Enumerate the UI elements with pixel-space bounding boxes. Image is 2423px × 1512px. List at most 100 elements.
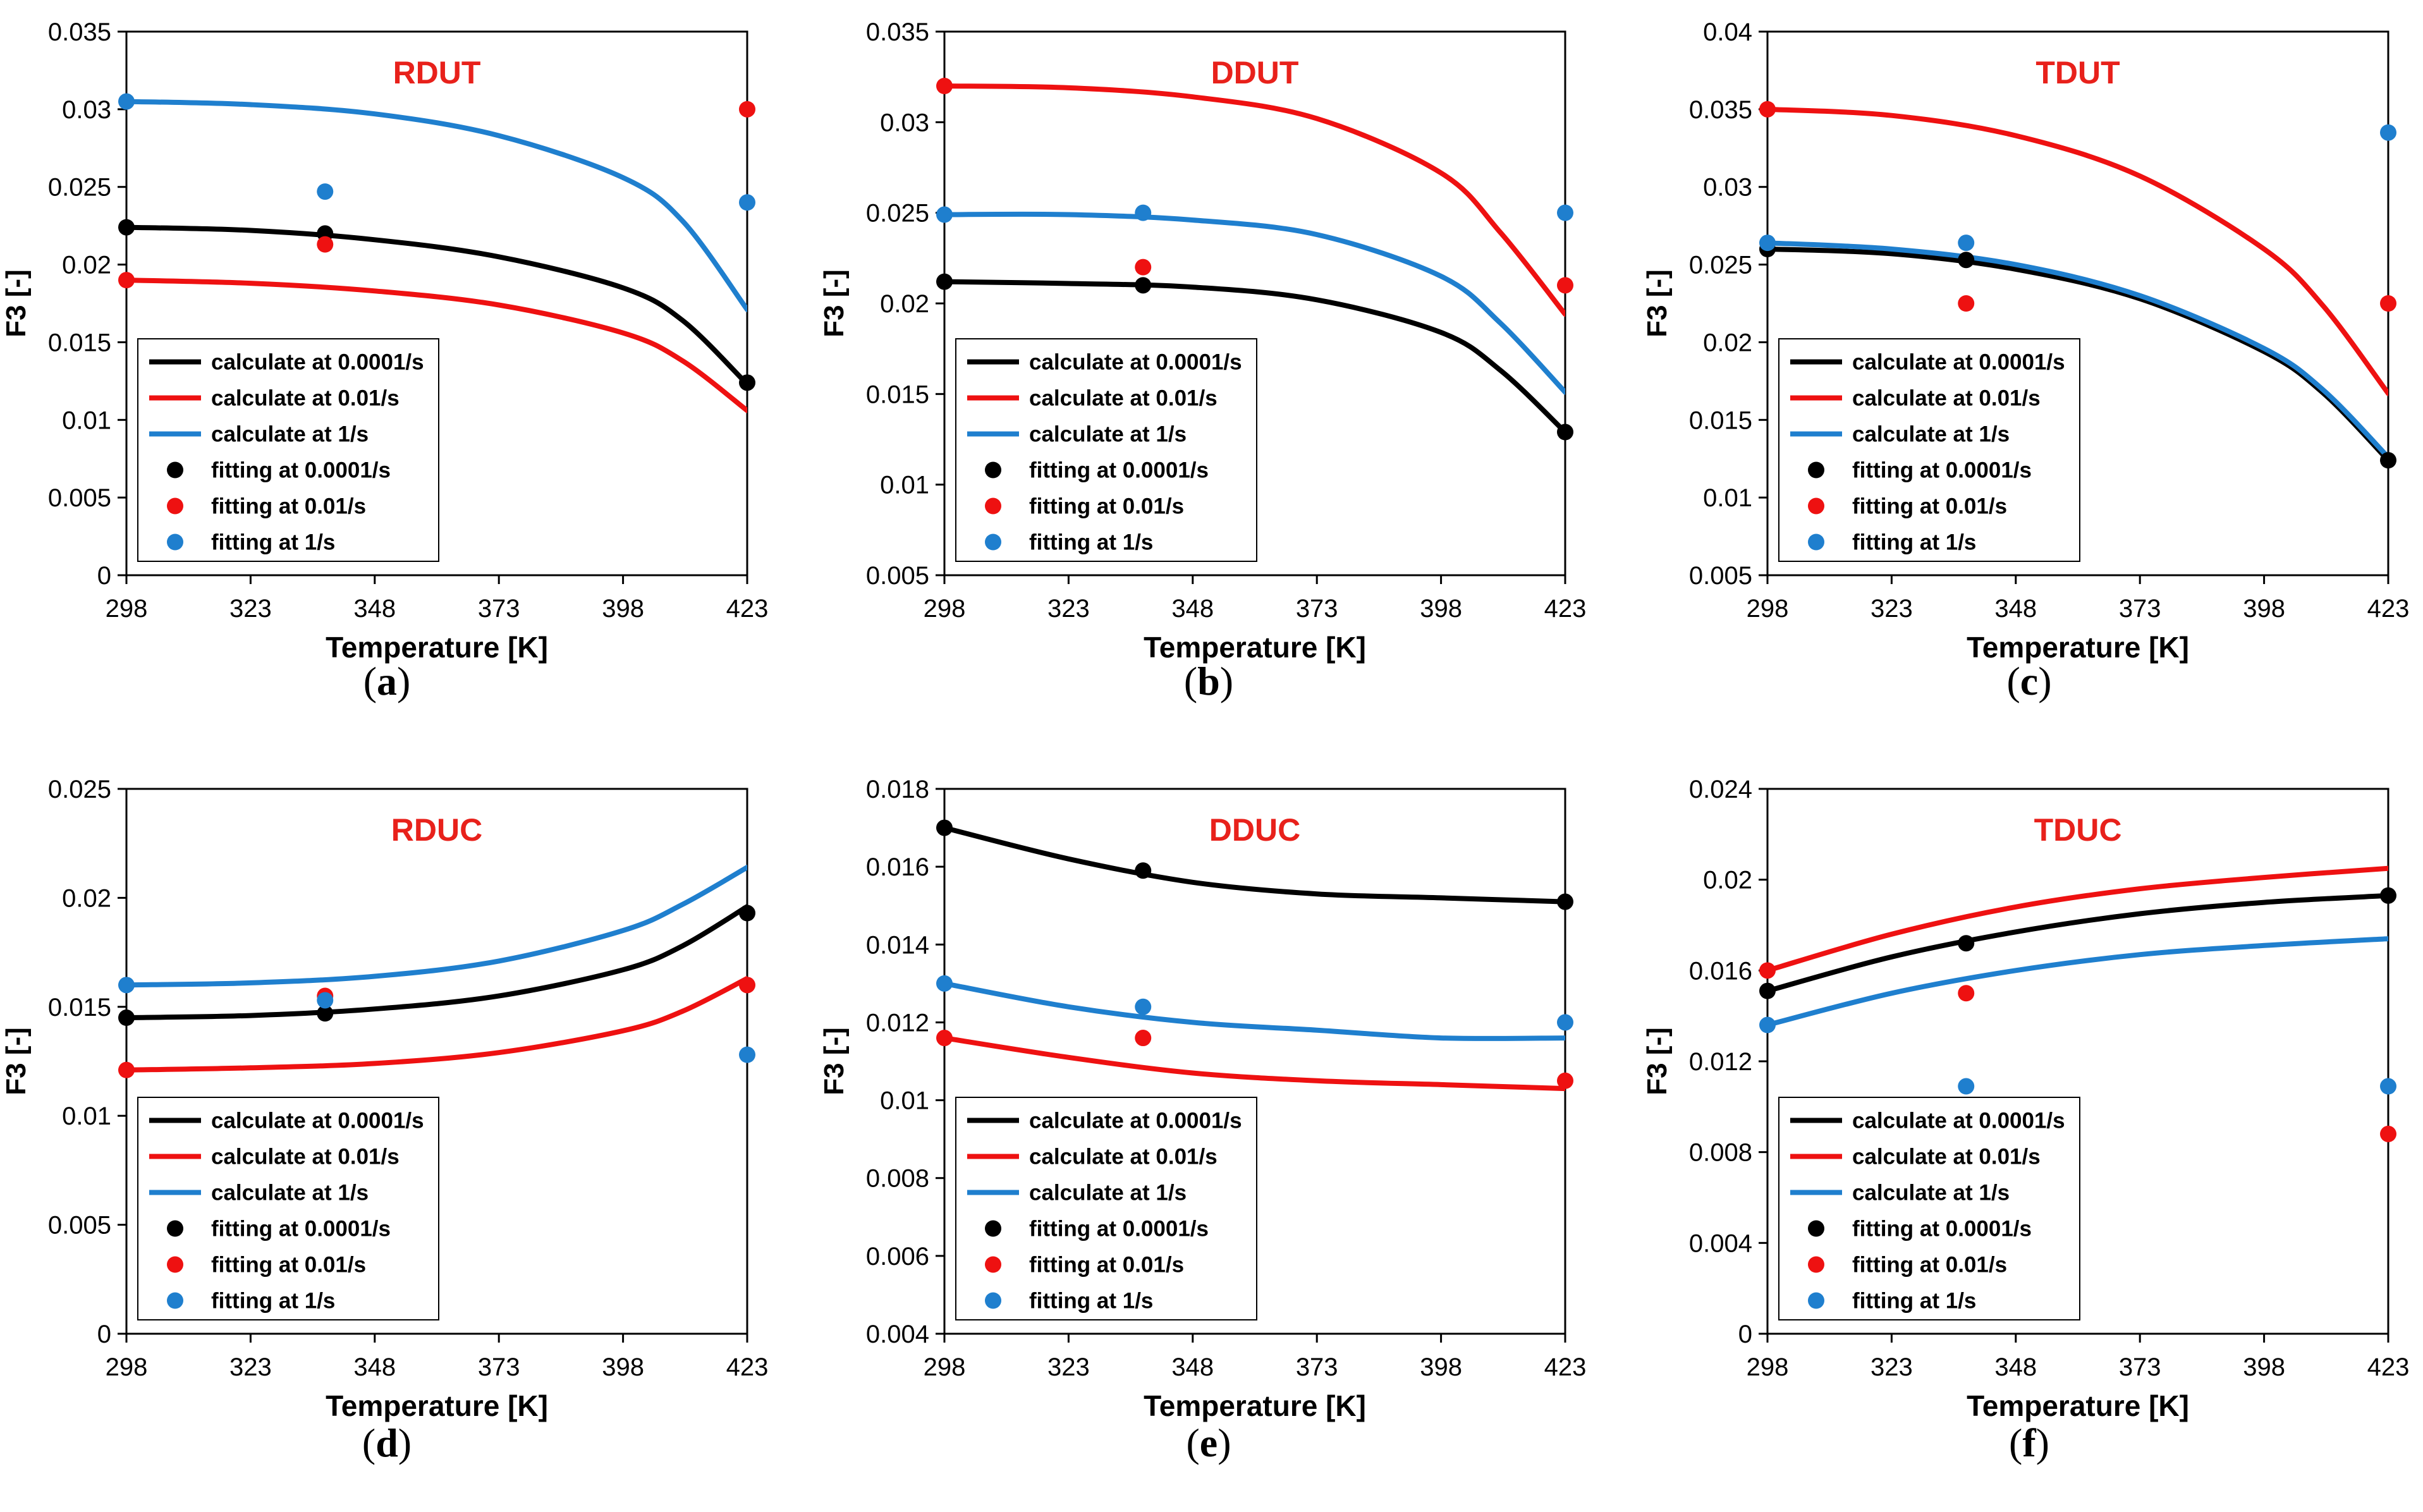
y-tick-label: 0.01 bbox=[880, 472, 929, 499]
series-line bbox=[944, 211, 1565, 395]
series-line bbox=[126, 865, 747, 988]
legend-box bbox=[955, 338, 1257, 562]
legend-swatch-marker bbox=[1808, 533, 1824, 551]
data-point bbox=[1759, 1016, 1776, 1033]
legend-box bbox=[137, 1097, 439, 1320]
x-tick-label: 423 bbox=[1544, 1353, 1587, 1381]
y-tick-label: 0 bbox=[97, 1320, 111, 1348]
legend-label: fitting at 0.01/s bbox=[211, 1253, 366, 1277]
legend-label: calculate at 0.0001/s bbox=[1029, 1109, 1242, 1133]
series-line bbox=[944, 1035, 1565, 1092]
x-tick-label: 373 bbox=[478, 595, 520, 623]
panel-caption-b: (b) bbox=[1183, 659, 1234, 704]
data-point bbox=[1759, 962, 1776, 979]
y-tick-label: 0.035 bbox=[1689, 96, 1752, 124]
data-point bbox=[1135, 1030, 1152, 1047]
y-tick-label: 0.02 bbox=[62, 884, 111, 912]
x-tick-label: 323 bbox=[1871, 595, 1913, 623]
x-tick-label: 323 bbox=[229, 595, 272, 623]
legend-label: fitting at 1/s bbox=[1029, 1289, 1153, 1314]
data-point bbox=[2380, 124, 2396, 141]
legend-label: fitting at 0.01/s bbox=[1029, 494, 1184, 519]
y-axis-label: F3 [-] bbox=[1, 269, 32, 338]
legend-swatch-marker bbox=[985, 1256, 1001, 1273]
data-point bbox=[317, 1005, 334, 1022]
legend-label: calculate at 1/s bbox=[1852, 1181, 2010, 1205]
series-line bbox=[1767, 893, 2388, 994]
x-tick-label: 373 bbox=[478, 1353, 520, 1381]
legend-label: calculate at 0.01/s bbox=[211, 386, 400, 411]
data-point bbox=[1135, 862, 1152, 879]
x-tick-label: 398 bbox=[2243, 1353, 2285, 1381]
series-line bbox=[1767, 106, 2388, 396]
data-point bbox=[739, 101, 755, 118]
x-axis-label: Temperature [K] bbox=[326, 1389, 548, 1422]
series-line bbox=[126, 976, 747, 1073]
data-point bbox=[1557, 277, 1573, 294]
chart-panel-a: 0 0.005 0.01 0.015 0.02 0.025 0.03 0.035 298 323 3… bbox=[1, 18, 768, 664]
x-tick-label: 348 bbox=[1171, 595, 1214, 623]
legend-label: calculate at 0.01/s bbox=[1852, 386, 2041, 411]
x-tick-label: 398 bbox=[1420, 595, 1462, 623]
legend-label: fitting at 0.0001/s bbox=[1029, 458, 1209, 483]
legend-label: fitting at 0.0001/s bbox=[1852, 1217, 2032, 1241]
y-tick-label: 0.025 bbox=[1689, 252, 1752, 279]
y-tick-label: 0.005 bbox=[1689, 562, 1752, 590]
series-line bbox=[1767, 240, 2388, 460]
series-line bbox=[126, 99, 747, 312]
data-point bbox=[1958, 252, 1975, 269]
series-line bbox=[126, 277, 747, 413]
panel-caption-letter: e bbox=[1199, 1420, 1218, 1465]
data-point bbox=[118, 1061, 135, 1078]
legend-label: fitting at 0.0001/s bbox=[1852, 458, 2032, 483]
x-axis-label: Temperature [K] bbox=[1967, 1389, 2189, 1422]
y-axis-label: F3 [-] bbox=[819, 269, 850, 338]
data-point bbox=[936, 975, 953, 992]
data-point bbox=[1557, 424, 1573, 441]
x-axis-label: Temperature [K] bbox=[1144, 1389, 1366, 1422]
data-point bbox=[936, 273, 953, 290]
x-tick-label: 298 bbox=[1747, 1353, 1789, 1381]
panel-caption-letter: f bbox=[2022, 1420, 2036, 1465]
x-tick-label: 348 bbox=[1171, 1353, 1214, 1381]
legend-label: fitting at 1/s bbox=[1852, 530, 1976, 555]
data-point bbox=[1557, 1072, 1573, 1089]
panel-caption-f: (f) bbox=[2009, 1420, 2049, 1465]
y-tick-label: 0.025 bbox=[48, 776, 111, 803]
y-tick-label: 0.005 bbox=[866, 562, 929, 590]
y-tick-label: 0.018 bbox=[866, 776, 929, 803]
chart-panel-b: 0.005 0.01 0.015 0.02 0.025 0.03 0.035 298 323 34… bbox=[819, 18, 1586, 664]
y-tick-label: 0.012 bbox=[1689, 1048, 1752, 1076]
y-tick-label: 0.03 bbox=[1703, 174, 1752, 202]
series-line bbox=[126, 224, 747, 387]
y-tick-label: 0.004 bbox=[866, 1320, 929, 1348]
y-tick-label: 0.012 bbox=[866, 1009, 929, 1037]
x-tick-label: 348 bbox=[1994, 595, 2037, 623]
data-point bbox=[1557, 893, 1573, 910]
legend-swatch-marker bbox=[1808, 1256, 1824, 1273]
legend-swatch-marker bbox=[985, 1220, 1001, 1237]
panel-title: RDUT bbox=[393, 55, 481, 90]
panel-caption-d: (d) bbox=[362, 1420, 412, 1465]
y-tick-label: 0.02 bbox=[880, 290, 929, 318]
legend-swatch-marker bbox=[167, 1256, 183, 1273]
data-point bbox=[1759, 235, 1776, 252]
legend-label: fitting at 0.01/s bbox=[1852, 1253, 2007, 1277]
legend-swatch-marker bbox=[1808, 1220, 1824, 1237]
y-tick-label: 0.015 bbox=[1689, 406, 1752, 434]
chart-panel-d: 0 0.005 0.01 0.015 0.02 0.025 298 323 348 373 398 4… bbox=[1, 776, 768, 1422]
y-tick-label: 0.03 bbox=[880, 109, 929, 137]
x-axis-label: Temperature [K] bbox=[1144, 631, 1366, 664]
legend-label: calculate at 0.0001/s bbox=[1029, 350, 1242, 375]
legend-swatch-marker bbox=[167, 1220, 183, 1237]
legend-swatch-marker bbox=[1808, 461, 1824, 479]
data-point bbox=[2380, 887, 2396, 904]
x-tick-label: 423 bbox=[2367, 1353, 2410, 1381]
legend-swatch-marker bbox=[985, 497, 1001, 515]
legend-swatch-marker bbox=[985, 461, 1001, 479]
legend-label: calculate at 0.0001/s bbox=[211, 1109, 424, 1133]
data-point bbox=[1557, 1014, 1573, 1031]
data-point bbox=[1958, 235, 1975, 252]
y-tick-label: 0 bbox=[97, 562, 111, 590]
panel-caption-letter: d bbox=[375, 1420, 398, 1465]
